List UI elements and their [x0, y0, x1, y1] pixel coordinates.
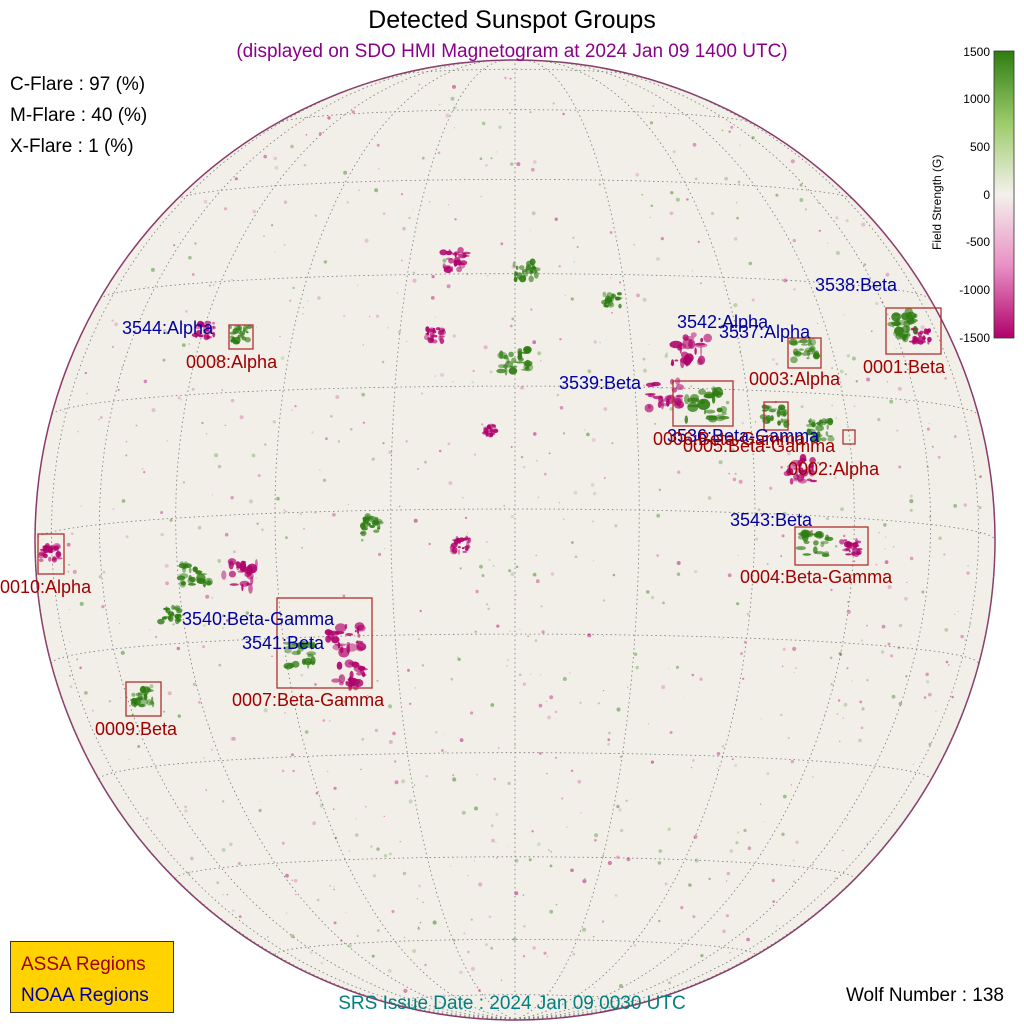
noaa-label-3537[interactable]: 3537:Alpha [719, 322, 811, 342]
grid-line [99, 273, 931, 300]
noaa-label-3541[interactable]: 3541:Beta [242, 633, 325, 653]
assa-label-0010[interactable]: 0010:Alpha [0, 577, 92, 597]
legend-noaa-regions: NOAA Regions [21, 985, 149, 1006]
assa-label-0008[interactable]: 0008:Alpha [186, 352, 278, 372]
grid-line [277, 109, 753, 124]
colorbar-tick: 1000 [963, 92, 990, 106]
page-title: Detected Sunspot Groups [368, 6, 656, 34]
assa-label-0006[interactable]: 0006:Beta-Gamma [653, 429, 806, 449]
grid-line [177, 179, 853, 200]
region-box-0001[interactable] [885, 307, 942, 355]
colorbar-tick: -1500 [959, 331, 990, 345]
noaa-label-3540[interactable]: 3540:Beta-Gamma [182, 609, 335, 629]
colorbar-tick: 0 [983, 188, 990, 202]
subtitle: (displayed on SDO HMI Magnetogram at 202… [236, 41, 788, 62]
noaa-label-3538[interactable]: 3538:Beta [815, 275, 898, 295]
wolf-number: Wolf Number : 138 [845, 985, 1004, 1006]
noaa-label-3542[interactable]: 3542:Alpha [677, 312, 769, 332]
region-box-0010[interactable] [37, 533, 65, 575]
assa-label-0009[interactable]: 0009:Beta [95, 719, 178, 739]
assa-label-0007[interactable]: 0007:Beta-Gamma [232, 690, 385, 710]
legend-assa-regions: ASSA Regions [21, 954, 146, 975]
grid-line [175, 60, 516, 1020]
magnetic-field-patches [37, 76, 982, 1000]
region-box-0005[interactable] [763, 401, 789, 431]
region-boxes [37, 307, 942, 717]
grid-line [51, 385, 979, 415]
region-box-0006[interactable] [672, 380, 734, 427]
assa-label-0004[interactable]: 0004:Beta-Gamma [740, 567, 893, 587]
assa-label-0001[interactable]: 0001:Beta [863, 357, 946, 377]
assa-label-0005[interactable]: 0005:Beta-Gamma [683, 436, 836, 456]
noaa-label-3539[interactable]: 3539:Beta [559, 373, 642, 393]
assa-label-0003[interactable]: 0003:Alpha [749, 369, 841, 389]
colorbar-title: Field Strength (G) [930, 154, 944, 250]
colorbar-tick: 1500 [963, 45, 990, 59]
noaa-label-3536[interactable]: 3536:Beta-Gamma [667, 426, 820, 446]
m-flare-probability: M-Flare : 40 (%) [10, 105, 148, 126]
x-flare-probability: X-Flare : 1 (%) [10, 136, 134, 157]
region-box-0008[interactable] [228, 324, 254, 350]
region-box-0004[interactable] [794, 526, 869, 566]
noaa-label-3543[interactable]: 3543:Beta [730, 510, 813, 530]
colorbar-tick: -1000 [959, 283, 990, 297]
grid-line [274, 60, 516, 1020]
colorbar-tick: -500 [965, 235, 990, 249]
legend-box [10, 941, 174, 1013]
region-box-0009[interactable] [125, 681, 162, 717]
region-box-0007[interactable] [276, 597, 373, 689]
c-flare-probability: C-Flare : 97 (%) [10, 74, 146, 95]
grid-line [514, 60, 756, 1020]
heliographic-grid [35, 60, 995, 1020]
colorbar-tick: 500 [969, 140, 990, 154]
assa-label-0002[interactable]: 0002:Alpha [788, 459, 880, 479]
colorbar [993, 50, 1015, 339]
region-box-0003[interactable] [787, 337, 822, 369]
srs-issue-date: SRS Issue Date : 2024 Jan 09 0030 UTC [338, 993, 686, 1014]
region-box-0002[interactable] [842, 429, 856, 445]
noaa-label-3544[interactable]: 3544:Alpha [122, 318, 214, 338]
